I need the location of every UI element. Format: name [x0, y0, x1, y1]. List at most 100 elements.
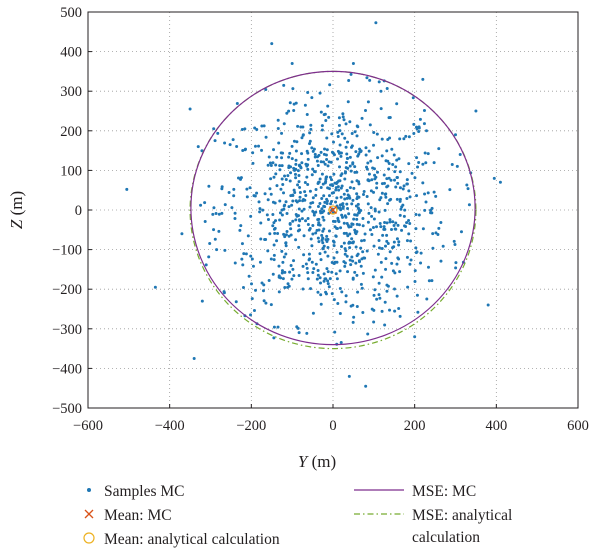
- sample-point: [290, 277, 294, 281]
- sample-point: [348, 155, 352, 159]
- sample-point: [370, 233, 374, 236]
- sample-point: [346, 157, 349, 160]
- sample-point: [271, 213, 275, 217]
- sample-point: [318, 252, 322, 256]
- sample-point: [306, 271, 310, 275]
- sample-point: [325, 201, 329, 205]
- sample-point: [192, 357, 196, 360]
- sample-point: [230, 206, 234, 210]
- sample-point: [375, 225, 378, 229]
- sample-point: [347, 241, 351, 245]
- sample-point: [277, 264, 281, 268]
- sample-point: [297, 174, 301, 178]
- sample-point: [383, 323, 387, 327]
- sample-point: [340, 184, 344, 188]
- sample-point: [287, 234, 291, 238]
- sample-point: [366, 332, 370, 336]
- sample-point: [341, 112, 345, 116]
- sample-point: [356, 290, 360, 294]
- sample-point: [314, 262, 318, 266]
- sample-point: [354, 204, 358, 208]
- sample-point: [328, 277, 332, 281]
- sample-point: [388, 198, 392, 202]
- sample-point: [426, 265, 430, 269]
- sample-point: [404, 134, 408, 138]
- sample-point: [308, 257, 312, 261]
- sample-point: [281, 277, 285, 281]
- sample-point: [374, 175, 378, 179]
- sample-point: [324, 177, 328, 181]
- sample-point: [275, 184, 279, 188]
- sample-point: [405, 178, 409, 182]
- sample-point: [317, 240, 321, 244]
- sample-point: [339, 154, 343, 158]
- sample-point: [361, 224, 365, 228]
- sample-point: [424, 200, 428, 204]
- sample-point: [310, 244, 314, 248]
- y-tick-label: 500: [60, 5, 82, 21]
- sample-point: [264, 301, 268, 305]
- sample-point: [392, 153, 396, 157]
- sample-point: [368, 123, 372, 127]
- sample-point: [223, 248, 227, 252]
- sample-point: [232, 194, 236, 198]
- sample-point: [278, 218, 282, 222]
- sample-point: [343, 171, 347, 175]
- sample-point: [319, 110, 323, 114]
- sample-point: [373, 268, 377, 272]
- sample-point: [280, 271, 284, 275]
- sample-point: [372, 244, 376, 248]
- sample-point: [288, 101, 292, 105]
- sample-point: [387, 176, 391, 180]
- sample-point: [333, 260, 337, 264]
- sample-point: [326, 186, 330, 190]
- sample-point: [405, 255, 409, 259]
- sample-point: [342, 221, 346, 225]
- sample-point: [298, 190, 302, 194]
- sample-point: [378, 296, 382, 300]
- sample-point: [125, 187, 129, 191]
- y-tick-label: −200: [52, 282, 82, 298]
- sample-point: [393, 287, 397, 291]
- sample-point: [415, 293, 419, 297]
- sample-point: [321, 241, 325, 245]
- sample-point: [387, 167, 391, 171]
- sample-point: [266, 198, 270, 202]
- y-tick-label: −100: [52, 243, 82, 259]
- sample-point: [319, 293, 323, 297]
- sample-point: [359, 150, 363, 153]
- sample-point: [351, 259, 355, 263]
- sample-point: [247, 274, 251, 278]
- y-tick-label: 100: [60, 163, 82, 179]
- sample-point: [353, 165, 357, 169]
- sample-point: [375, 186, 379, 190]
- sample-point: [337, 179, 341, 183]
- sample-point: [276, 118, 280, 122]
- sample-point: [284, 252, 288, 256]
- sample-point: [412, 131, 416, 135]
- sample-point: [317, 228, 321, 232]
- sample-point: [295, 140, 299, 144]
- sample-point: [414, 246, 418, 250]
- sample-point: [385, 233, 389, 237]
- sample-point: [261, 208, 265, 212]
- sample-point: [379, 225, 383, 229]
- y-tick-label: −300: [52, 322, 82, 338]
- sample-point: [380, 309, 384, 313]
- sample-point: [292, 102, 296, 106]
- sample-point: [407, 218, 411, 222]
- sample-point: [304, 162, 308, 166]
- sample-point: [319, 160, 323, 164]
- sample-point: [372, 293, 376, 297]
- sample-point: [242, 252, 246, 256]
- sample-point: [269, 177, 273, 181]
- sample-point: [239, 176, 243, 180]
- sample-point: [340, 132, 344, 136]
- sample-point: [280, 131, 284, 135]
- sample-point: [273, 201, 277, 205]
- sample-point: [309, 127, 313, 131]
- x-tick-label: 200: [404, 418, 426, 434]
- sample-point: [326, 104, 330, 108]
- sample-point: [400, 228, 404, 232]
- sample-point: [383, 208, 387, 212]
